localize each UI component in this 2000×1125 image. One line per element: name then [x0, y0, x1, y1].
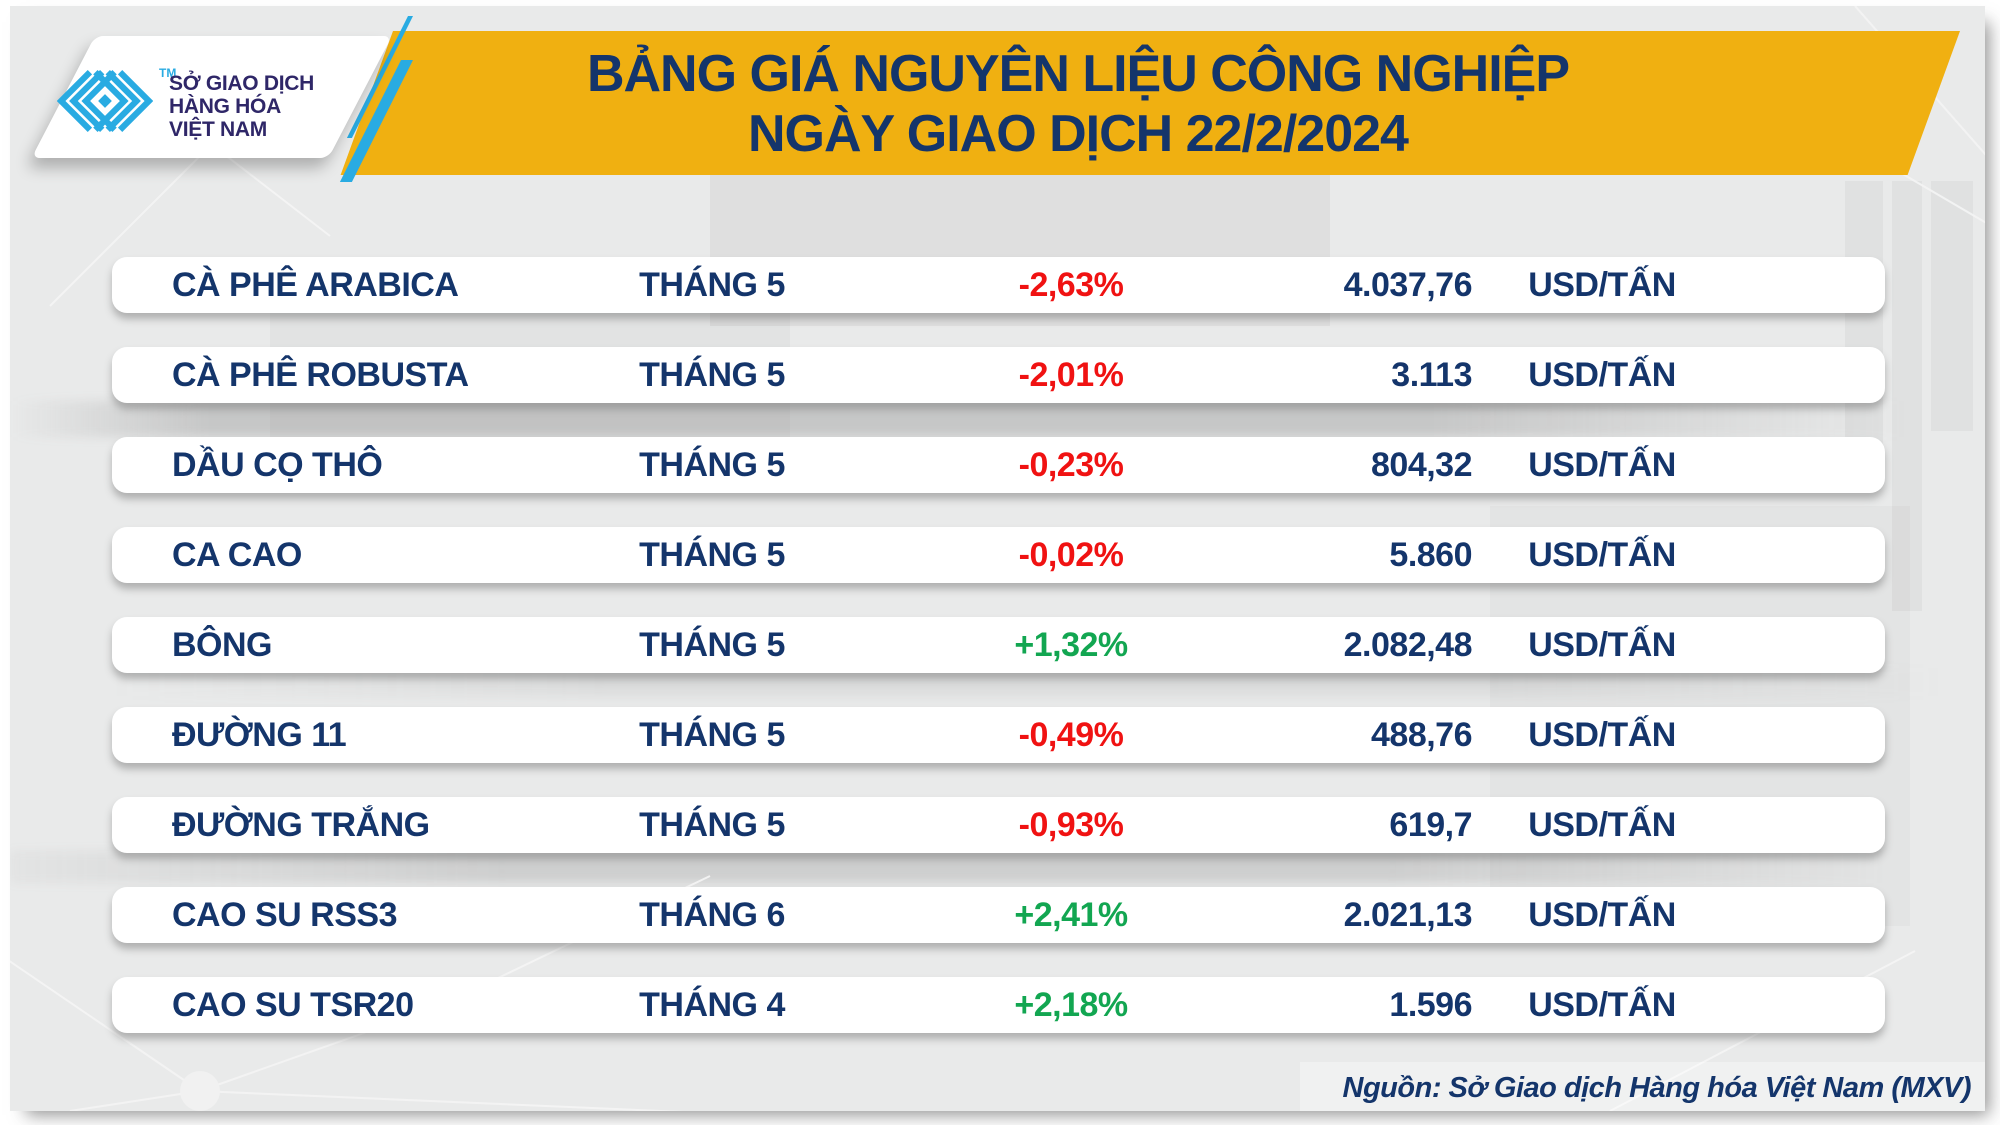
change-percent: +2,41%: [1014, 895, 1128, 934]
source-note: Nguồn: Sở Giao dịch Hàng hóa Việt Nam (M…: [1342, 1072, 1972, 1104]
commodity-name: CÀ PHÊ ROBUSTA: [172, 355, 469, 394]
price-unit: USD/TẤN: [1528, 445, 1676, 484]
price-value: 5.860: [1389, 535, 1472, 574]
price-value: 804,32: [1371, 445, 1473, 484]
table-row: ĐƯỜNG TRẮNG THÁNG 5 -0,93% 619,7 USD/TẤN: [112, 797, 1885, 853]
commodity-name: CÀ PHÊ ARABICA: [172, 265, 459, 304]
contract-month: THÁNG 6: [639, 895, 785, 934]
table-row: DẦU CỌ THÔ THÁNG 5 -0,23% 804,32 USD/TẤN: [112, 437, 1885, 493]
price-value: 619,7: [1389, 805, 1472, 844]
footer-band: [1300, 1062, 1985, 1111]
contract-month: THÁNG 5: [639, 445, 785, 484]
price-value: 3.113: [1391, 355, 1472, 394]
commodity-name: ĐƯỜNG TRẮNG: [172, 805, 430, 844]
contract-month: THÁNG 5: [639, 355, 785, 394]
trademark-symbol: TM: [159, 66, 177, 80]
table-row: CÀ PHÊ ROBUSTA THÁNG 5 -2,01% 3.113 USD/TẤN: [112, 347, 1885, 403]
page-title-line1: BẢNG GIÁ NGUYÊN LIỆU CÔNG NGHIỆP: [586, 45, 1570, 103]
change-percent: -0,02%: [1018, 535, 1124, 574]
exchange-name-line3: VIỆT NAM: [169, 118, 267, 141]
contract-month: THÁNG 5: [639, 535, 785, 574]
table-row: BÔNG THÁNG 5 +1,32% 2.082,48 USD/TẤN: [112, 617, 1885, 673]
exchange-name-line2: HÀNG HÓA: [169, 95, 281, 118]
price-unit: USD/TẤN: [1528, 715, 1676, 754]
change-percent: -0,23%: [1018, 445, 1124, 484]
contract-month: THÁNG 5: [639, 625, 785, 664]
price-unit: USD/TẤN: [1528, 805, 1676, 844]
table-row: CAO SU RSS3 THÁNG 6 +2,41% 2.021,13 USD/TẤN: [112, 887, 1885, 943]
contract-month: THÁNG 5: [639, 805, 785, 844]
table-row: CAO SU TSR20 THÁNG 4 +2,18% 1.596 USD/TẤN: [112, 977, 1885, 1033]
price-board: BẢNG GIÁ NGUYÊN LIỆU CÔNG NGHIỆP NGÀY GI…: [10, 6, 1985, 1111]
contract-month: THÁNG 5: [639, 265, 785, 304]
commodity-name: BÔNG: [172, 625, 273, 664]
price-table: CÀ PHÊ ARABICA THÁNG 5 -2,63% 4.037,76 USD/T…: [112, 257, 1885, 1067]
price-value: 1.596: [1389, 985, 1472, 1024]
price-value: 4.037,76: [1343, 265, 1473, 304]
change-percent: -0,49%: [1018, 715, 1124, 754]
price-value: 2.082,48: [1343, 625, 1473, 664]
commodity-name: CAO SU TSR20: [172, 985, 414, 1024]
contract-month: THÁNG 5: [639, 715, 785, 754]
price-unit: USD/TẤN: [1528, 535, 1676, 574]
skyline-watermark-bar: [1931, 181, 1973, 431]
price-unit: USD/TẤN: [1528, 625, 1676, 664]
contract-month: THÁNG 4: [639, 985, 785, 1024]
page-title-line2: NGÀY GIAO DỊCH 22/2/2024: [748, 105, 1409, 163]
change-percent: +1,32%: [1014, 625, 1128, 664]
table-row: ĐƯỜNG 11 THÁNG 5 -0,49% 488,76 USD/TẤN: [112, 707, 1885, 763]
price-unit: USD/TẤN: [1528, 985, 1676, 1024]
commodity-name: ĐƯỜNG 11: [172, 715, 347, 754]
exchange-name: SỞ GIAO DỊCH HÀNG HÓA VIỆT NAM: [169, 72, 314, 141]
page-title: BẢNG GIÁ NGUYÊN LIỆU CÔNG NGHIỆP NGÀY GI…: [393, 31, 1763, 175]
change-percent: -2,01%: [1018, 355, 1124, 394]
commodity-name: CA CAO: [172, 535, 302, 574]
price-unit: USD/TẤN: [1528, 355, 1676, 394]
price-unit: USD/TẤN: [1528, 265, 1676, 304]
price-value: 488,76: [1371, 715, 1473, 754]
price-unit: USD/TẤN: [1528, 895, 1676, 934]
logo: TM SỞ GIAO DỊCH HÀNG HÓA VIỆT NAM: [31, 30, 376, 164]
table-row: CA CAO THÁNG 5 -0,02% 5.860 USD/TẤN: [112, 527, 1885, 583]
commodity-name: DẦU CỌ THÔ: [172, 445, 383, 484]
mxv-logo-icon: [57, 70, 153, 132]
exchange-name-line1: SỞ GIAO DỊCH: [169, 72, 314, 95]
change-percent: -2,63%: [1018, 265, 1124, 304]
skyline-watermark-bar: [1892, 181, 1922, 611]
price-value: 2.021,13: [1343, 895, 1473, 934]
change-percent: -0,93%: [1018, 805, 1124, 844]
change-percent: +2,18%: [1014, 985, 1128, 1024]
table-row: CÀ PHÊ ARABICA THÁNG 5 -2,63% 4.037,76 USD/T…: [112, 257, 1885, 313]
commodity-name: CAO SU RSS3: [172, 895, 398, 934]
